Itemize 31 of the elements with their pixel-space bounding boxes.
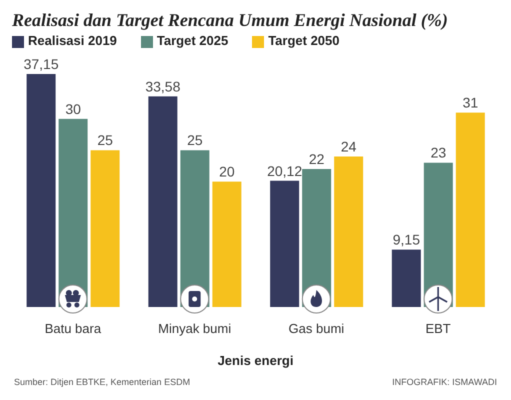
bar bbox=[90, 150, 120, 307]
bar bbox=[26, 74, 56, 307]
data-label: 20 bbox=[219, 164, 235, 180]
data-label: 24 bbox=[340, 138, 357, 154]
legend-label: Target 2050 bbox=[268, 33, 340, 48]
data-label: 9,15 bbox=[392, 232, 420, 248]
legend-label: Target 2025 bbox=[156, 33, 228, 48]
x-axis-title: Jenis energi bbox=[218, 353, 294, 368]
x-tick-label: Batu bara bbox=[44, 321, 102, 336]
x-tick-label: Minyak bumi bbox=[158, 321, 232, 336]
data-label: 25 bbox=[187, 132, 203, 148]
bar bbox=[148, 96, 178, 307]
bar bbox=[212, 182, 242, 307]
text: INFOGRAFIK: ISMAWADI bbox=[392, 377, 497, 387]
data-label: 23 bbox=[430, 144, 446, 161]
bar bbox=[334, 156, 364, 307]
data-label: 33,58 bbox=[145, 78, 181, 94]
data-label: 20,12 bbox=[267, 162, 302, 179]
data-label: 30 bbox=[65, 100, 82, 117]
legend-label: Realisasi 2019 bbox=[28, 33, 117, 48]
data-label: 37,15 bbox=[24, 56, 59, 72]
bar bbox=[456, 112, 485, 307]
x-tick-label: EBT bbox=[425, 321, 451, 336]
chart-title: Realisasi dan Target Rencana Umum Energi Nasional (%) bbox=[11, 9, 449, 32]
data-label: 25 bbox=[97, 132, 114, 148]
text: Sumber: Ditjen EBTKE, Kementerian ESDM bbox=[14, 377, 190, 387]
bar bbox=[270, 180, 300, 307]
x-tick-label: Gas bumi bbox=[288, 321, 344, 336]
data-label: 31 bbox=[462, 94, 478, 111]
bar bbox=[392, 250, 421, 307]
data-label: 22 bbox=[308, 151, 325, 168]
